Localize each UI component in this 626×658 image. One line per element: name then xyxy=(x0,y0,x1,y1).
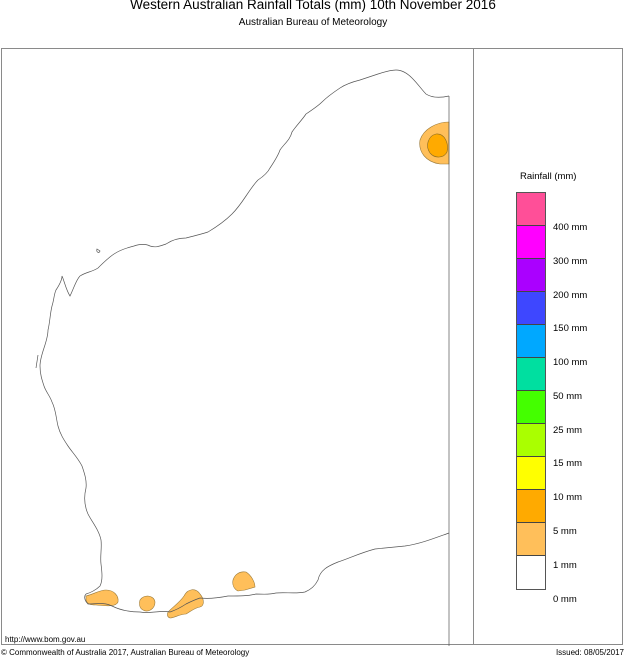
legend-title: Rainfall (mm) xyxy=(520,171,577,182)
copyright-notice: © Commonwealth of Australia 2017, Austra… xyxy=(1,648,250,657)
rain-area-kimberley xyxy=(419,121,450,165)
legend-swatch xyxy=(517,556,545,589)
legend-tick: 0 mm xyxy=(553,594,577,605)
map-title: Western Australian Rainfall Totals (mm) … xyxy=(130,0,496,12)
legend-tick: 15 mm xyxy=(553,458,583,469)
map-frame xyxy=(1,48,623,645)
legend-tick: 25 mm xyxy=(553,425,583,436)
legend-tick: 400 mm xyxy=(553,222,588,233)
legend-swatch xyxy=(517,259,545,292)
legend-tick: 300 mm xyxy=(553,256,588,267)
legend-tick: 1 mm xyxy=(553,560,577,571)
legend-swatch xyxy=(517,358,545,391)
legend-swatch xyxy=(517,457,545,490)
issued-date: Issued: 08/05/2017 xyxy=(555,648,624,657)
legend-swatch xyxy=(517,391,545,424)
legend-tick: 200 mm xyxy=(553,290,588,301)
legend-swatch xyxy=(517,424,545,457)
coastline xyxy=(35,69,450,646)
rain-area-south-coast xyxy=(85,571,256,619)
legend-divider xyxy=(473,48,474,645)
legend-tick: 100 mm xyxy=(553,357,588,368)
legend-tick: 50 mm xyxy=(553,391,583,402)
legend-swatch xyxy=(517,292,545,325)
legend-swatch xyxy=(517,193,545,226)
legend-tick: 10 mm xyxy=(553,492,583,503)
legend-swatch xyxy=(517,325,545,358)
legend-tick: 150 mm xyxy=(553,323,588,334)
map-subtitle: Australian Bureau of Meteorology xyxy=(238,17,388,28)
legend-swatch xyxy=(517,226,545,259)
source-url[interactable]: http://www.bom.gov.au xyxy=(5,635,86,644)
legend-swatch xyxy=(517,523,545,556)
legend-color-bar xyxy=(516,192,546,590)
legend-tick: 5 mm xyxy=(553,526,577,537)
legend-swatch xyxy=(517,490,545,523)
